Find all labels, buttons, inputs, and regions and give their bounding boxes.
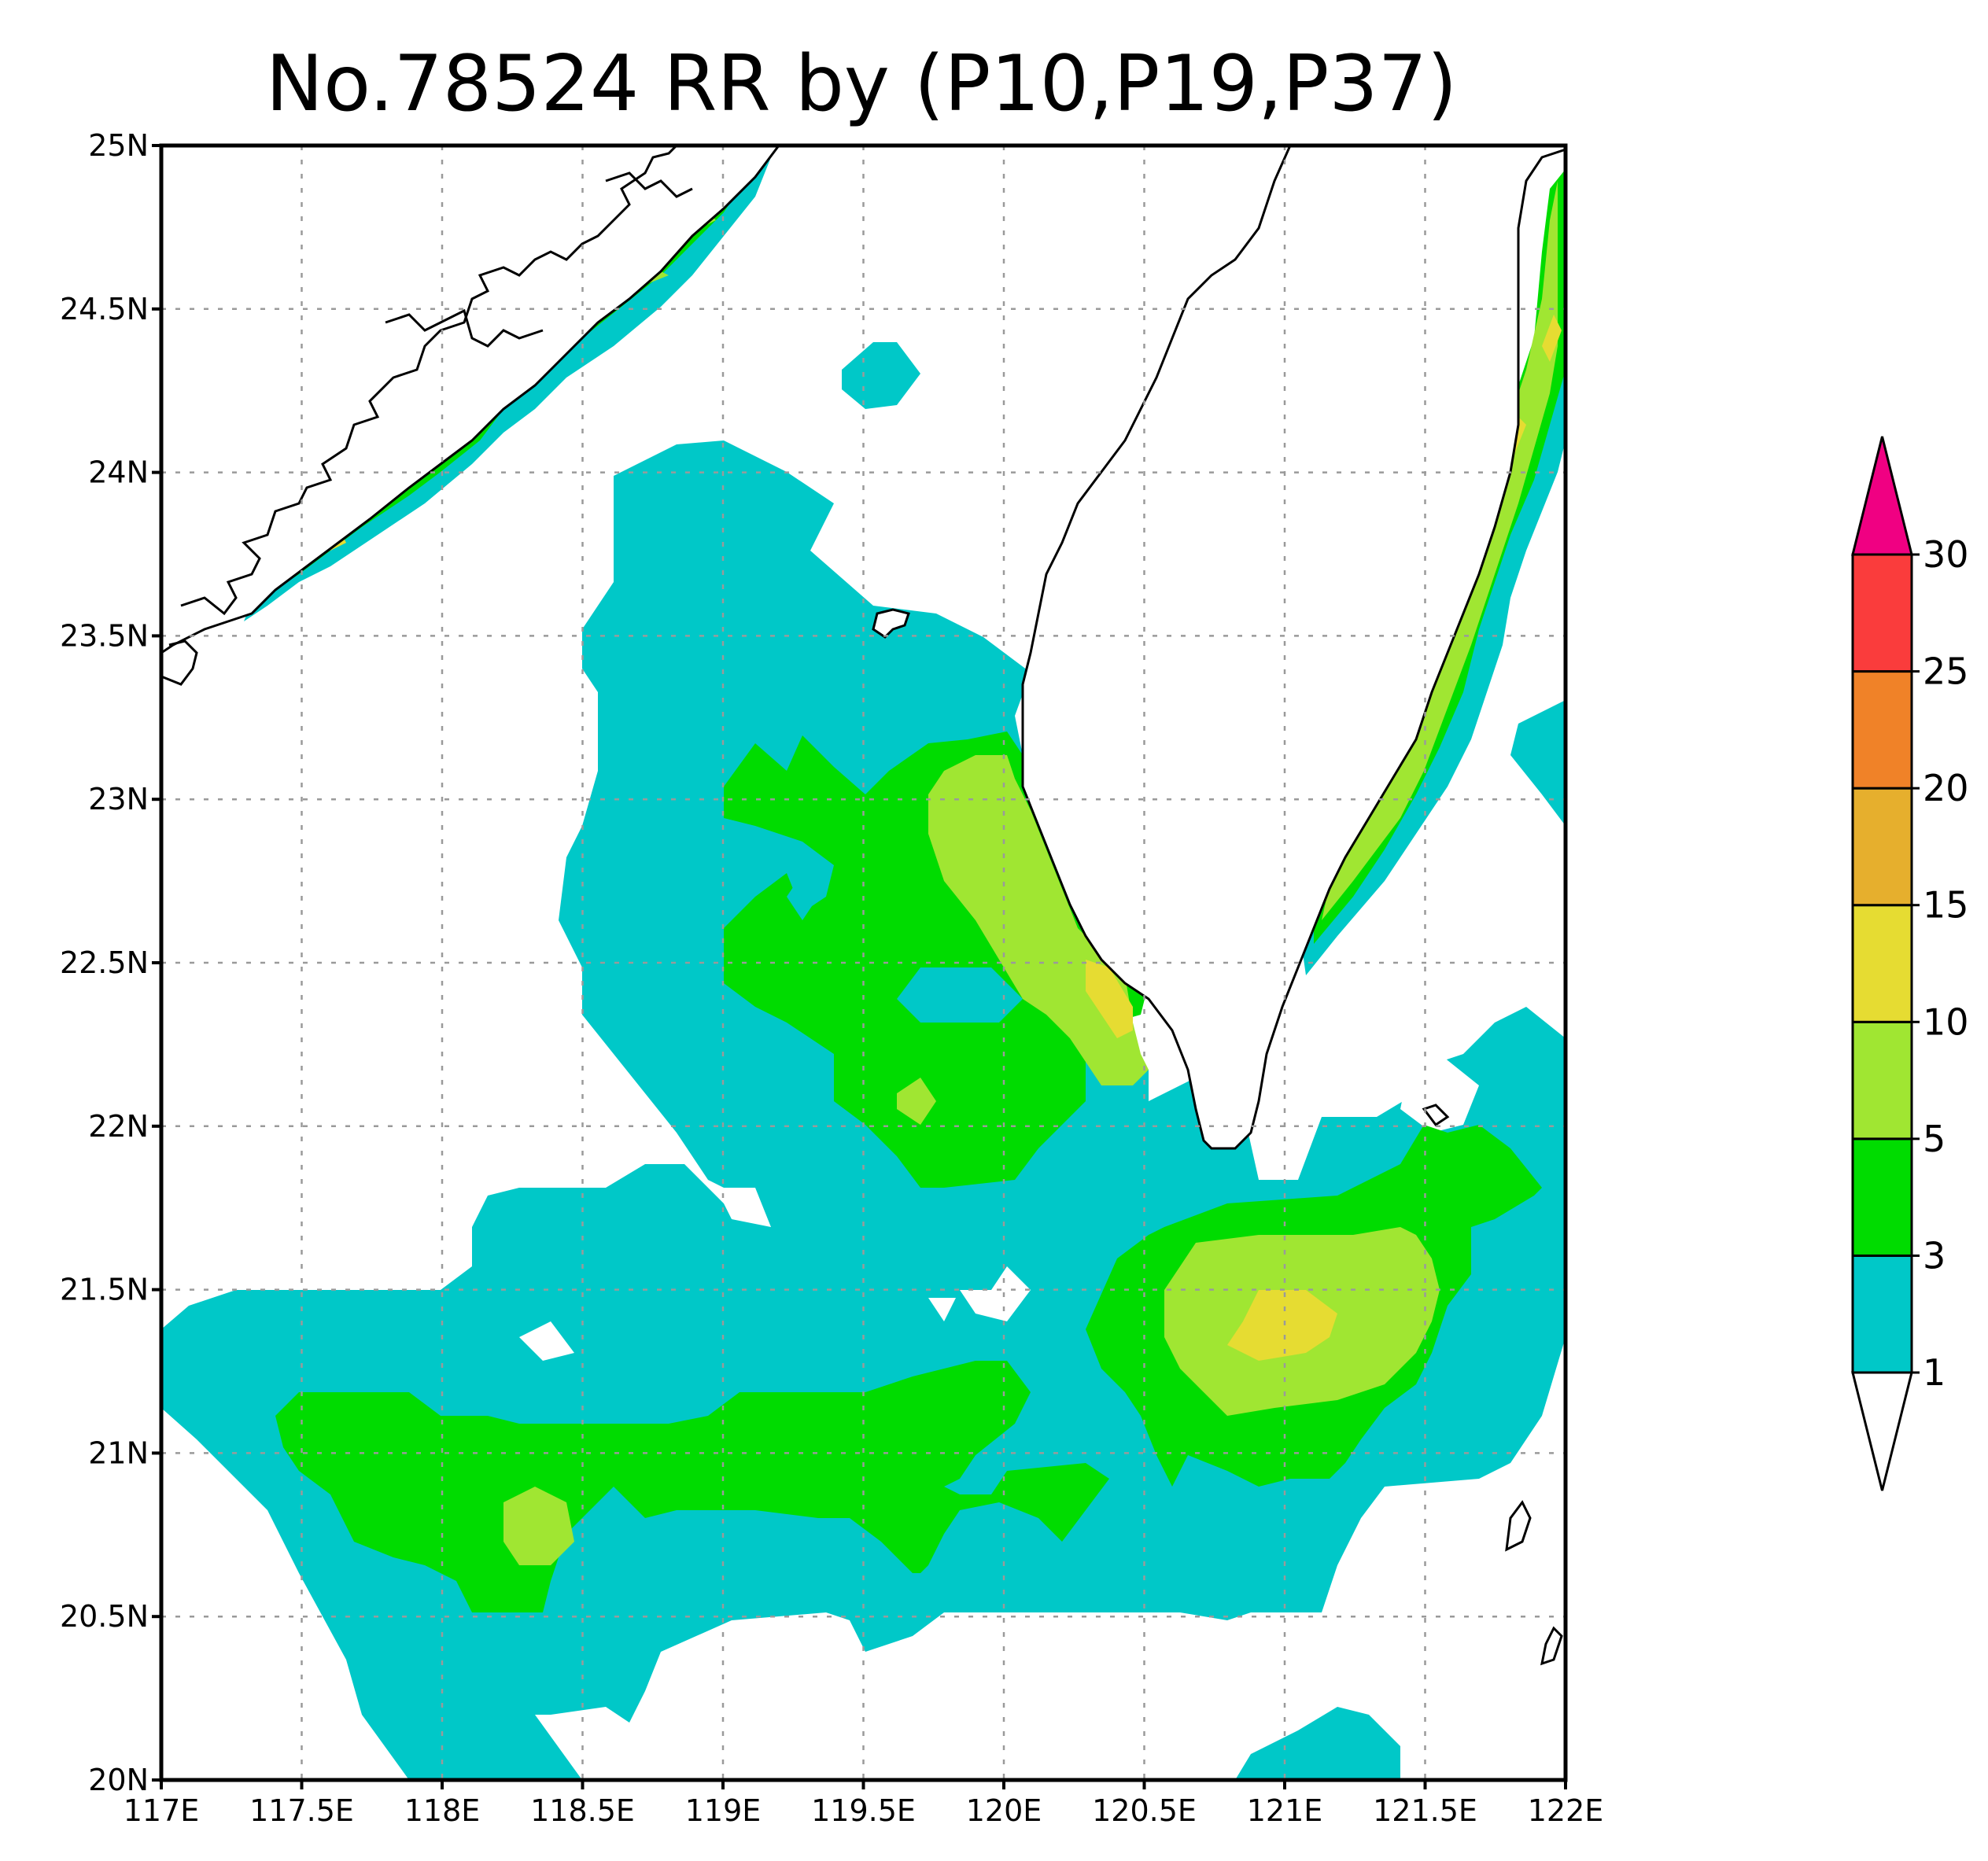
colorbar-label: 10	[1923, 1001, 1969, 1043]
mainland-coastline-detail	[180, 146, 678, 616]
lat-tick-label: 23.5N	[60, 618, 149, 653]
mainland-coastline-detail	[605, 171, 693, 198]
lon-tick-label: 119.5E	[811, 1793, 916, 1828]
small-island	[1505, 1500, 1532, 1552]
taiwan-island	[1021, 146, 1566, 1150]
no-rain-hole	[960, 1266, 1031, 1321]
lat-tick-label: 23N	[88, 782, 149, 816]
lat-tick-label: 21.5N	[60, 1273, 149, 1307]
lon-tick-label: 118.5E	[530, 1793, 635, 1828]
lat-tick-label: 21N	[88, 1435, 149, 1470]
lat-tick-label: 24N	[88, 455, 149, 490]
colorbar-label: 15	[1923, 884, 1969, 927]
colorbar-box	[1851, 553, 1913, 673]
colorbar-box	[1851, 670, 1913, 790]
colorbar-label: 30	[1923, 533, 1969, 576]
lat-tick-label: 25N	[88, 128, 149, 163]
land-masks	[161, 146, 1566, 1666]
lon-tick-label: 121E	[1247, 1793, 1323, 1828]
rain-region-1-3-south	[1235, 1707, 1400, 1780]
colorbar-label: 25	[1923, 650, 1969, 693]
rain-region-1-3-inner	[787, 873, 818, 920]
colorbar-over-triangle	[1851, 436, 1913, 556]
small-island	[1540, 1626, 1563, 1666]
no-rain-hole	[716, 1188, 771, 1227]
rain-region-10-15-center	[1086, 960, 1133, 1038]
lon-tick-label: 121.5E	[1373, 1793, 1477, 1828]
rain-region-5-10-southwest	[503, 1487, 574, 1565]
lon-tick-label: 119E	[685, 1793, 762, 1828]
lon-tick-label: 120.5E	[1092, 1793, 1197, 1828]
lon-tick-label: 118E	[404, 1793, 481, 1828]
colorbar-label: 5	[1923, 1118, 1946, 1160]
colorbar-box	[1851, 1254, 1913, 1374]
penghu-island	[872, 608, 910, 639]
lat-tick-label: 24.5N	[60, 292, 149, 326]
colorbar-under-triangle	[1851, 1371, 1913, 1491]
rain-region-1-3-east	[1510, 700, 1566, 826]
lon-tick-label: 117.5E	[249, 1793, 354, 1828]
no-rain-hole	[519, 1321, 574, 1361]
lat-tick-label: 22N	[88, 1109, 149, 1144]
mainland-china	[161, 146, 780, 654]
colorbar-box	[1851, 904, 1913, 1023]
rain-region-3-5-southwest	[275, 1361, 1109, 1612]
colorbar-box	[1851, 1137, 1913, 1257]
lon-tick-label: 117E	[124, 1793, 200, 1828]
rain-region-10-15-southeast	[1227, 1290, 1337, 1361]
map-title: No.78524 RR by (P10,P19,P37)	[266, 39, 1457, 129]
lat-tick-label: 20.5N	[60, 1599, 149, 1634]
colorbar: 1 3 5 10 15 20 25 30	[1851, 436, 1969, 1491]
map-grid	[161, 146, 1566, 1780]
lon-tick-label: 122E	[1528, 1793, 1604, 1828]
no-rain-hole	[928, 1298, 956, 1321]
longitude-axis: 117E 117.5E 118E 118.5E 119E 119.5E 120E 120.5E…	[124, 1780, 1604, 1828]
no-rain-hole	[1400, 1054, 1479, 1133]
colorbar-label: 1	[1923, 1351, 1946, 1394]
lat-tick-label: 20N	[88, 1763, 149, 1797]
lon-tick-label: 120E	[966, 1793, 1042, 1828]
latitude-axis: 20N 20.5N 21N 21.5N 22N 22.5N 23N 23.5N 24N 24.5N…	[60, 128, 161, 1797]
mainland-coastline-detail	[385, 308, 544, 348]
rain-region-1-3-north	[842, 342, 920, 409]
lat-tick-label: 22.5N	[60, 945, 149, 980]
small-island	[1422, 1104, 1450, 1127]
colorbar-label: 3	[1923, 1234, 1946, 1277]
colorbar-label: 20	[1923, 767, 1969, 809]
colorbar-box	[1851, 787, 1913, 907]
rain-region-1-3-inner	[897, 967, 1023, 1023]
rain-region-5-10-small	[897, 1078, 936, 1125]
colorbar-box	[1851, 1020, 1913, 1141]
mainland-coastline-detail	[161, 639, 198, 686]
